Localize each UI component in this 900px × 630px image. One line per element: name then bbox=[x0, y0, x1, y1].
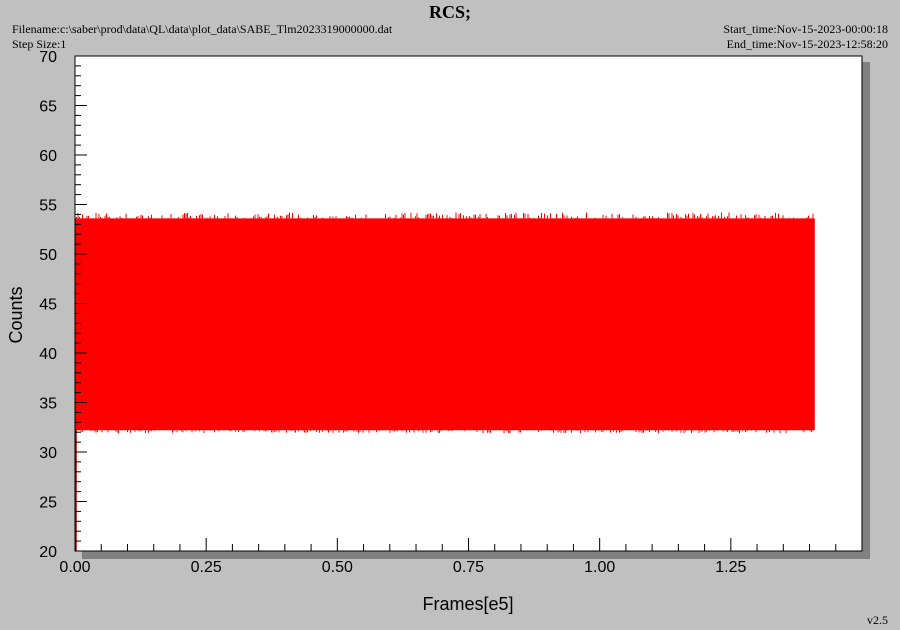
x-tick-label: 0.75 bbox=[453, 559, 484, 576]
y-tick-label: 65 bbox=[39, 99, 57, 116]
y-tick-label: 55 bbox=[39, 198, 57, 215]
y-tick-label: 60 bbox=[39, 148, 57, 165]
y-tick-label: 45 bbox=[39, 297, 57, 314]
y-tick-label: 50 bbox=[39, 247, 57, 264]
y-tick-label: 30 bbox=[39, 445, 57, 462]
series-0 bbox=[75, 212, 815, 551]
series-layer bbox=[75, 212, 815, 551]
x-axis-label: Frames[e5] bbox=[422, 594, 513, 614]
step-size-label: Step Size:1 bbox=[12, 37, 67, 51]
x-tick-label: 1.00 bbox=[584, 559, 615, 576]
axis-layer: 0.00 0.25 0.50 0.75 1.00 1.25 20 25 30 35 40 45 50 55… bbox=[39, 49, 862, 576]
y-tick-label: 20 bbox=[39, 544, 57, 561]
chart-title: RCS; bbox=[428, 2, 471, 22]
y-tick-label: 25 bbox=[39, 495, 57, 512]
x-tick-label: 0.50 bbox=[322, 559, 353, 576]
y-tick-label: 40 bbox=[39, 346, 57, 363]
x-tick-label: 0.00 bbox=[59, 559, 90, 576]
start-time-label: Start_time:Nov-15-2023-00:00:18 bbox=[723, 22, 888, 36]
series-band bbox=[75, 218, 815, 431]
x-tick-label: 0.25 bbox=[191, 559, 222, 576]
version-label: v2.5 bbox=[867, 613, 888, 627]
y-axis-label: Counts bbox=[6, 286, 26, 343]
end-time-label: End_time:Nov-15-2023-12:58:20 bbox=[726, 37, 888, 51]
y-tick-label: 70 bbox=[39, 49, 57, 66]
series-spikes bbox=[76, 212, 814, 434]
filename-label: Filename:c:\saber\prod\data\QL\data\plot… bbox=[12, 22, 393, 36]
y-tick-label: 35 bbox=[39, 396, 57, 413]
x-tick-label: 1.25 bbox=[715, 559, 746, 576]
